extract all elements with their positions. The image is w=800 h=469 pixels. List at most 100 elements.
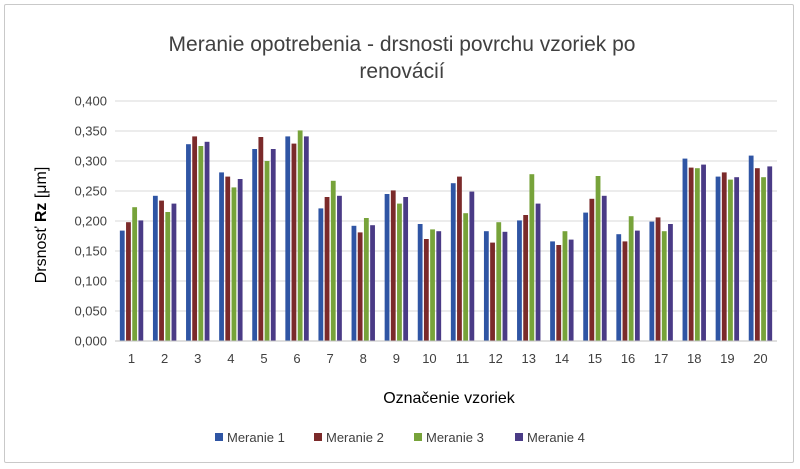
bar-meranie-2-6	[291, 143, 297, 341]
bar-meranie-1-13	[517, 220, 522, 341]
bar-meranie-1-12	[483, 231, 489, 341]
x-tick-label: 10	[422, 351, 436, 366]
y-tick-label: 0,050	[74, 304, 107, 319]
bar-meranie-2-13	[523, 215, 529, 341]
bar-meranie-3-6	[297, 130, 303, 341]
bar-meranie-1-19	[715, 176, 721, 341]
bar-meranie-3-15	[595, 176, 601, 341]
bar-meranie-1-20	[748, 155, 754, 341]
legend-item-meranie-3: Meranie 3	[414, 430, 484, 445]
bar-meranie-3-2	[165, 212, 171, 341]
legend-swatch	[215, 433, 223, 441]
bar-meranie-1-15	[583, 212, 589, 341]
bar-meranie-2-9	[390, 190, 396, 341]
bar-meranie-3-12	[496, 222, 502, 341]
bar-meranie-3-14	[562, 231, 568, 341]
bar-meranie-4-6	[303, 136, 309, 341]
y-axis-title-part-1: Drsnosť	[33, 222, 50, 283]
x-axis-title: Označenie vzoriek	[383, 390, 516, 407]
y-tick-label: 0,400	[74, 94, 107, 109]
chart-title: Meranie opotrebenia - drsnosti povrchu v…	[169, 33, 636, 83]
legend-label: Meranie 3	[426, 430, 484, 445]
y-tick-label: 0,200	[74, 214, 107, 229]
x-tick-label: 19	[720, 351, 734, 366]
x-tick-label: 4	[227, 351, 234, 366]
x-tick-label: 14	[555, 351, 569, 366]
chart-frame: Meranie opotrebenia - drsnosti povrchu v…	[4, 4, 794, 463]
legend-item-meranie-1: Meranie 1	[215, 430, 285, 445]
bar-meranie-4-19	[734, 177, 740, 341]
x-tick-label: 17	[654, 351, 668, 366]
bar-meranie-1-6	[285, 136, 291, 341]
bar-meranie-4-17	[668, 224, 673, 341]
x-tick-label: 1	[128, 351, 135, 366]
bar-meranie-1-2	[152, 195, 158, 341]
x-tick-label: 11	[456, 351, 470, 366]
bar-meranie-3-19	[728, 179, 733, 341]
x-tick-label: 12	[488, 351, 502, 366]
bars	[119, 130, 773, 341]
bar-meranie-1-11	[450, 183, 456, 341]
bar-meranie-4-18	[701, 164, 706, 341]
chart-title-line-1: Meranie opotrebenia - drsnosti povrchu v…	[169, 33, 636, 56]
bar-meranie-2-7	[324, 197, 330, 341]
bar-meranie-2-17	[655, 217, 661, 341]
legend-swatch	[314, 433, 322, 441]
bar-meranie-3-8	[363, 218, 369, 341]
legend-swatch	[515, 433, 523, 441]
bar-meranie-2-3	[192, 136, 198, 341]
bar-meranie-1-16	[616, 234, 622, 341]
x-tick-label: 9	[393, 351, 400, 366]
bar-meranie-4-8	[370, 225, 375, 341]
bar-meranie-4-16	[634, 230, 640, 341]
bar-meranie-4-12	[502, 231, 508, 341]
bar-meranie-2-15	[589, 198, 595, 341]
bar-meranie-2-5	[258, 137, 264, 341]
bar-chart: Meranie opotrebenia - drsnosti povrchu v…	[33, 33, 777, 445]
bar-meranie-1-1	[119, 230, 125, 341]
gridlines	[115, 100, 777, 312]
y-tick-label: 0,350	[74, 124, 107, 139]
bar-meranie-2-2	[159, 200, 164, 341]
bar-meranie-1-10	[417, 224, 423, 341]
x-tick-label: 16	[621, 351, 635, 366]
bar-meranie-1-14	[550, 241, 555, 341]
bar-meranie-2-18	[688, 167, 694, 341]
y-tick-label: 0,000	[74, 334, 107, 349]
bar-meranie-2-8	[357, 232, 363, 341]
bar-meranie-4-11	[469, 191, 475, 341]
bar-meranie-2-20	[754, 168, 760, 341]
x-tick-label: 8	[360, 351, 367, 366]
bar-meranie-1-8	[351, 225, 357, 341]
bar-meranie-1-17	[649, 221, 655, 341]
bar-meranie-3-17	[661, 231, 667, 341]
bar-meranie-3-9	[397, 203, 402, 341]
bar-meranie-3-3	[198, 146, 204, 341]
bar-meranie-3-1	[132, 207, 138, 341]
bar-meranie-1-7	[318, 208, 324, 341]
bar-meranie-2-19	[721, 172, 727, 341]
bar-meranie-3-11	[463, 213, 469, 341]
x-tick-label: 18	[687, 351, 701, 366]
bar-meranie-1-4	[219, 172, 224, 341]
bar-meranie-4-2	[171, 203, 177, 341]
x-tick-label: 15	[588, 351, 602, 366]
bar-meranie-2-12	[490, 242, 495, 341]
bar-meranie-4-5	[270, 149, 276, 341]
x-tick-label: 3	[194, 351, 201, 366]
bar-meranie-3-10	[430, 229, 435, 341]
bar-meranie-4-14	[568, 239, 574, 341]
y-tick-label: 0,100	[74, 274, 107, 289]
bar-meranie-3-16	[628, 216, 634, 341]
x-tick-label: 5	[260, 351, 267, 366]
bar-meranie-3-7	[330, 180, 336, 341]
legend-item-meranie-2: Meranie 2	[314, 430, 384, 445]
x-axis-tick-labels: 1 2 3 4 5 6 7 8 9 10 11 12 13 14 15 16 17 18 19 20	[128, 351, 768, 366]
x-tick-label: 6	[293, 351, 300, 366]
bar-meranie-4-4	[237, 179, 243, 341]
bar-meranie-1-18	[682, 158, 688, 341]
x-tick-label: 13	[522, 351, 536, 366]
y-tick-label: 0,250	[74, 184, 107, 199]
bar-meranie-2-14	[556, 245, 562, 341]
y-axis-title: Drsnosť Rz [μm]	[33, 167, 50, 284]
